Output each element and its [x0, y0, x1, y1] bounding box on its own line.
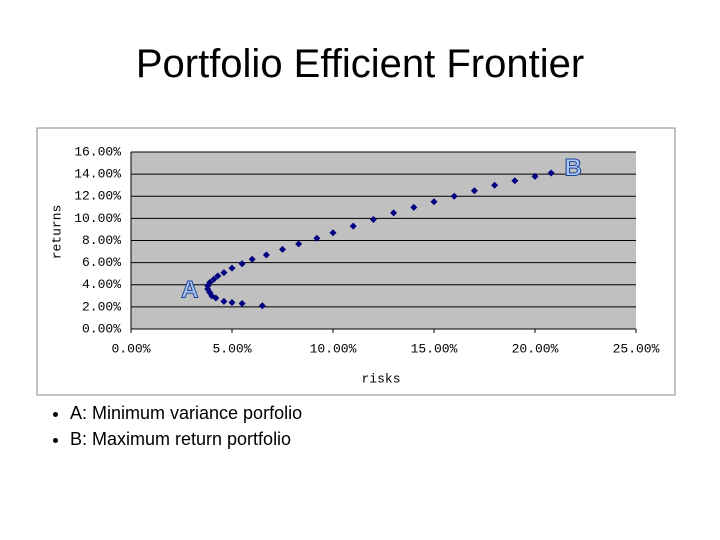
point — [210, 275, 218, 283]
x-tick-label: 25.00% — [613, 341, 660, 356]
annotation: B — [564, 154, 581, 181]
point — [220, 269, 228, 277]
point — [349, 222, 357, 230]
point — [279, 245, 286, 253]
y-tick-label: 10.00% — [74, 211, 121, 226]
y-tick-label: 4.00% — [82, 277, 121, 292]
x-tick-label: 10.00% — [310, 341, 357, 356]
point — [369, 215, 377, 223]
y-tick-label: 2.00% — [82, 299, 121, 314]
x-tick-label: 5.00% — [212, 341, 251, 356]
point — [491, 181, 499, 189]
point — [547, 169, 555, 177]
point — [238, 300, 246, 308]
y-tick-label: 8.00% — [82, 233, 121, 248]
chart: risks returns 0.00% 2.00% 4.00% 6.00% 8.00% 1… — [36, 127, 676, 396]
point — [262, 251, 270, 259]
point — [295, 240, 303, 248]
point — [511, 177, 519, 185]
point — [228, 298, 236, 306]
point — [531, 172, 539, 180]
point — [248, 255, 256, 263]
point — [450, 192, 458, 200]
x-tick-label: 20.00% — [512, 341, 559, 356]
y-tick-label: 12.00% — [74, 189, 121, 204]
y-tick-label: 6.00% — [82, 255, 121, 270]
x-axis-label: risks — [361, 371, 400, 386]
point — [220, 297, 228, 305]
y-tick-label: 16.00% — [74, 144, 121, 159]
annotation: A — [181, 277, 198, 304]
y-tick-label: 0.00% — [82, 321, 121, 336]
y-axis-label: returns — [49, 205, 64, 260]
point — [313, 234, 321, 242]
x-tick-label: 15.00% — [411, 341, 458, 356]
point — [258, 302, 266, 310]
point — [470, 187, 478, 195]
point — [410, 203, 418, 211]
point — [390, 209, 398, 217]
x-tick-label: 0.00% — [111, 341, 150, 356]
bullet: A: Minimum variance porfolio — [70, 400, 302, 426]
point — [206, 279, 214, 287]
point — [238, 260, 246, 268]
y-tick-label: 14.00% — [74, 167, 121, 182]
point — [329, 229, 337, 237]
point — [430, 198, 438, 206]
point — [214, 272, 222, 280]
bullet-list: A: Minimum variance porfolio B: Maximum … — [30, 400, 302, 452]
point — [228, 264, 236, 272]
bullet: B: Maximum return portfolio — [70, 426, 302, 452]
slide-title: Portfolio Efficient Frontier — [135, 42, 585, 86]
